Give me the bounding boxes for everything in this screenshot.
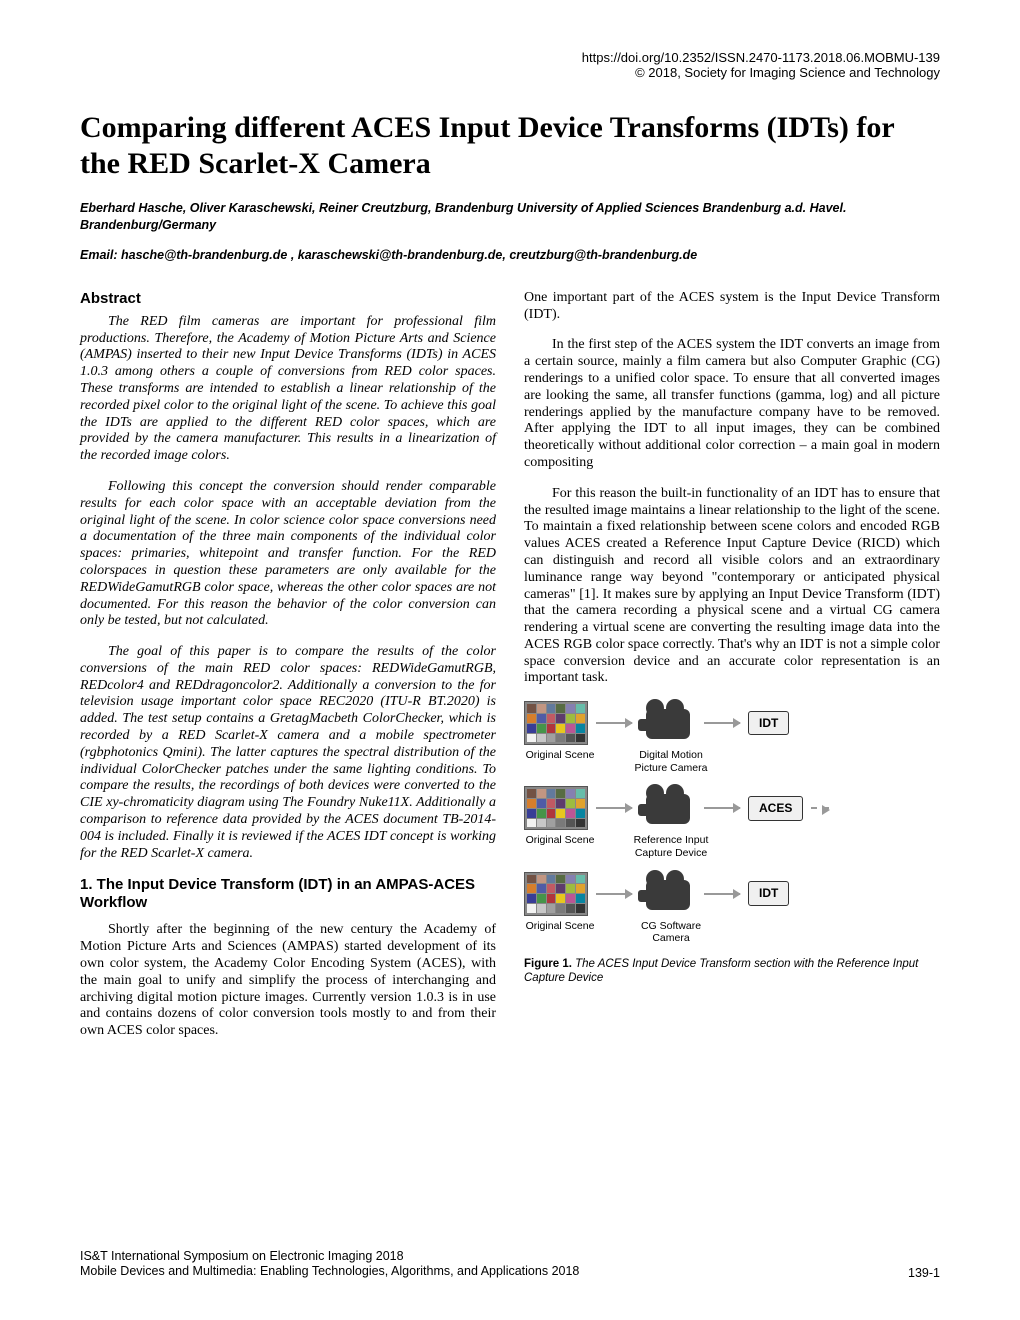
doi-line: https://doi.org/10.2352/ISSN.2470-1173.2… xyxy=(80,50,940,65)
figure-caption-text: The ACES Input Device Transform section … xyxy=(524,958,918,984)
abstract-p2: Following this concept the conversion sh… xyxy=(80,479,496,630)
colorchecker-icon xyxy=(524,872,588,916)
figure-row-3: IDT xyxy=(524,872,940,916)
arrow-icon xyxy=(704,893,740,895)
author-line: Eberhard Hasche, Oliver Karaschewski, Re… xyxy=(80,200,940,234)
abstract-heading: Abstract xyxy=(80,290,496,308)
camera-label-3: CG Software Camera xyxy=(626,920,716,945)
paper-title: Comparing different ACES Input Device Tr… xyxy=(80,110,940,182)
figure-row-2-labels: Original Scene Reference Input Capture D… xyxy=(524,834,940,859)
arrow-icon xyxy=(596,722,632,724)
camera-label-2: Reference Input Capture Device xyxy=(626,834,716,859)
dashed-arrow-icon xyxy=(811,807,829,809)
abstract-body: The RED film cameras are important for p… xyxy=(80,314,496,863)
colorchecker-icon xyxy=(524,786,588,830)
scene-label: Original Scene xyxy=(524,920,596,945)
body-p1: Shortly after the beginning of the new c… xyxy=(80,922,496,1040)
body-p4: For this reason the built-in functionali… xyxy=(524,486,940,688)
arrow-icon xyxy=(596,807,632,809)
section-1-heading: 1. The Input Device Transform (IDT) in a… xyxy=(80,876,496,912)
idt-box: IDT xyxy=(748,711,789,735)
arrow-icon xyxy=(704,722,740,724)
copyright-line: © 2018, Society for Imaging Science and … xyxy=(80,65,940,80)
two-column-layout: Abstract The RED film cameras are import… xyxy=(80,290,940,1054)
left-column: Abstract The RED film cameras are import… xyxy=(80,290,496,1054)
figure-row-2: ACES xyxy=(524,786,940,830)
camera-icon xyxy=(640,874,696,914)
body-p2: One important part of the ACES system is… xyxy=(524,290,940,324)
arrow-icon xyxy=(596,893,632,895)
aces-box: ACES xyxy=(748,796,803,820)
right-body: One important part of the ACES system is… xyxy=(524,290,940,688)
section-1-body: Shortly after the beginning of the new c… xyxy=(80,922,496,1040)
arrow-icon xyxy=(704,807,740,809)
camera-icon xyxy=(640,703,696,743)
page-footer: IS&T International Symposium on Electron… xyxy=(80,1249,940,1280)
right-column: One important part of the ACES system is… xyxy=(524,290,940,1054)
footer-line-1: IS&T International Symposium on Electron… xyxy=(80,1249,579,1265)
email-line: Email: hasche@th-brandenburg.de , karasc… xyxy=(80,248,940,262)
footer-page-number: 139-1 xyxy=(908,1266,940,1280)
idt-box: IDT xyxy=(748,881,789,905)
scene-label: Original Scene xyxy=(524,834,596,859)
figure-caption-bold: Figure 1. xyxy=(524,958,572,970)
figure-1: IDT Original Scene Digital Motion Pictur… xyxy=(524,701,940,985)
abstract-p1: The RED film cameras are important for p… xyxy=(80,314,496,465)
figure-row-1: IDT xyxy=(524,701,940,745)
body-p3: In the first step of the ACES system the… xyxy=(524,337,940,471)
scene-label: Original Scene xyxy=(524,749,596,774)
figure-row-3-labels: Original Scene CG Software Camera xyxy=(524,920,940,945)
header-meta: https://doi.org/10.2352/ISSN.2470-1173.2… xyxy=(80,50,940,80)
figure-row-1-labels: Original Scene Digital Motion Picture Ca… xyxy=(524,749,940,774)
footer-left: IS&T International Symposium on Electron… xyxy=(80,1249,579,1280)
footer-line-2: Mobile Devices and Multimedia: Enabling … xyxy=(80,1264,579,1280)
camera-icon xyxy=(640,788,696,828)
figure-1-caption: Figure 1. The ACES Input Device Transfor… xyxy=(524,957,940,986)
camera-label-1: Digital Motion Picture Camera xyxy=(626,749,716,774)
colorchecker-icon xyxy=(524,701,588,745)
abstract-p3: The goal of this paper is to compare the… xyxy=(80,644,496,862)
